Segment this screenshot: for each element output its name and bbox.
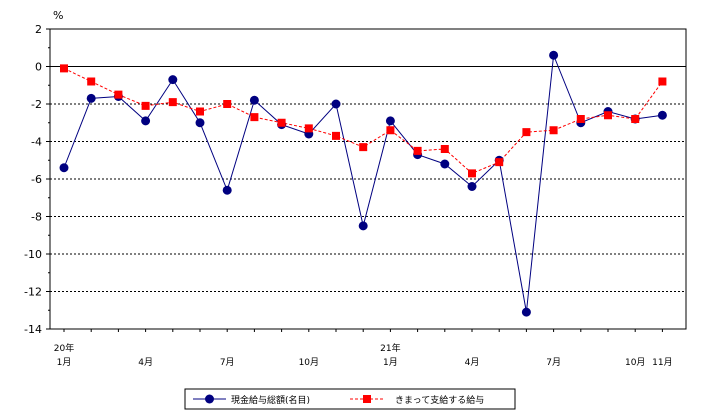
- x-tick-label: 10月: [299, 357, 319, 368]
- series-1-point: [358, 221, 368, 231]
- series-2-point: [576, 115, 585, 123]
- series-2-point: [631, 115, 640, 123]
- x-year-label: 20年: [54, 342, 74, 354]
- series-2-point: [440, 145, 449, 153]
- series-2-point: [495, 158, 504, 167]
- series-2-point: [250, 113, 259, 122]
- series-1-point: [249, 95, 259, 105]
- series-1-point: [657, 110, 667, 120]
- y-unit-label: %: [53, 9, 63, 22]
- series-2-point: [386, 126, 395, 135]
- series-1-point: [222, 185, 232, 195]
- legend-label-series-1: 現金給与総額(名目): [231, 394, 310, 406]
- series-2-point: [332, 131, 340, 140]
- x-tick-label: 4月: [465, 357, 480, 368]
- legend-marker-series-1: [205, 394, 214, 404]
- y-tick-label: -8: [31, 211, 42, 224]
- series-1-point: [141, 116, 151, 126]
- series-1-point: [195, 118, 205, 128]
- series-group: [59, 50, 667, 317]
- x-tick-label: 10月: [625, 357, 645, 368]
- x-tick-label: 1月: [57, 357, 72, 368]
- series-1-point: [440, 159, 450, 169]
- series-2-point: [304, 124, 313, 133]
- x-tick-label: 7月: [546, 357, 561, 368]
- series-2-point: [468, 169, 476, 178]
- y-tick-label: 2: [35, 23, 42, 36]
- x-year-label: 21年: [380, 342, 400, 354]
- legend-marker-series-2: [363, 395, 371, 403]
- x-tick-label: 4月: [138, 357, 153, 368]
- y-tick-label: 0: [35, 61, 42, 74]
- series-1-point: [467, 182, 477, 191]
- y-axis: 2 0 -2 -4 -6 -8 -10 -12 -14: [24, 23, 50, 336]
- x-tick-label: 7月: [220, 357, 235, 368]
- series-1-point: [168, 75, 178, 85]
- series-1-point: [385, 116, 395, 126]
- series-2-point: [604, 111, 612, 120]
- y-tick-label: -10: [24, 248, 42, 261]
- series-2-point: [277, 118, 286, 127]
- series-2-point: [114, 90, 123, 99]
- y-tick-label: -6: [31, 173, 42, 186]
- y-tick-label: -12: [24, 286, 42, 299]
- x-axis: 20年 1月 4月 7月 10月 21年 1月 4月 7月 10月 11月: [54, 329, 673, 368]
- series-2-point: [196, 107, 204, 116]
- series-1-point: [521, 307, 531, 317]
- series-2-point: [359, 143, 368, 152]
- x-tick-label: 11月: [652, 357, 672, 368]
- series-1-point: [331, 99, 341, 109]
- y-tick-label: -14: [24, 323, 42, 336]
- series-2-point: [168, 98, 177, 107]
- x-tick-label: 1月: [383, 357, 398, 368]
- series-2-point: [413, 146, 422, 155]
- y-tick-label: -2: [31, 98, 42, 111]
- series-2-point: [549, 126, 558, 135]
- series-1-point: [86, 93, 96, 103]
- y-tick-label: -4: [31, 136, 42, 149]
- series-2-point: [87, 77, 96, 86]
- series-2-point: [522, 128, 531, 137]
- legend-label-series-2: きまって支給する給与: [395, 394, 484, 406]
- series-1-point: [59, 163, 69, 173]
- series-2-point: [60, 64, 68, 73]
- series-2-point: [141, 101, 150, 110]
- series-2-point: [658, 77, 667, 86]
- series-1-point: [549, 50, 559, 60]
- series-2-point: [223, 100, 232, 108]
- legend: 現金給与総額(名目) きまって支給する給与: [184, 388, 516, 410]
